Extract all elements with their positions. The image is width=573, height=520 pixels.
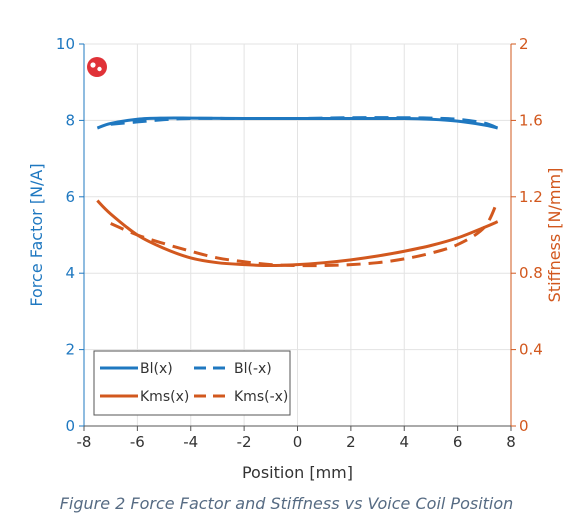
figure-caption: Figure 2 Force Factor and Stiffness vs V… [59, 494, 514, 513]
x-axis-label: Position [mm] [242, 463, 353, 482]
legend-label-3: Kms(-x) [234, 389, 288, 405]
y-axis-right-label: Stiffness [N/mm] [545, 168, 564, 303]
y-right-tick-label: 1.2 [519, 188, 543, 206]
x-tick-label: -6 [130, 433, 145, 451]
x-tick-label: 8 [506, 433, 516, 451]
y-left-tick-label: 8 [65, 111, 75, 129]
red-circle-logo-icon [86, 56, 108, 82]
y-left-tick-label: 6 [65, 188, 75, 206]
x-tick-label: -2 [237, 433, 252, 451]
y-left-tick-label: 4 [65, 264, 75, 282]
legend-box [93, 350, 291, 416]
legend-label-0: Bl(x) [140, 361, 173, 377]
x-tick-label: 6 [453, 433, 463, 451]
y-right-tick-label: 2 [519, 35, 529, 53]
series-line-1 [110, 116, 499, 130]
y-left-tick-label: 10 [56, 35, 75, 53]
x-tick-label: -8 [77, 433, 92, 451]
y-right-tick-label: 0 [519, 417, 529, 435]
x-tick-label: 2 [346, 433, 356, 451]
y-left-tick-label: 0 [65, 417, 75, 435]
x-tick-label: -4 [183, 433, 198, 451]
series-line-3 [110, 199, 500, 268]
y-right-tick-label: 1.6 [519, 111, 543, 129]
x-tick-label: 0 [293, 433, 303, 451]
legend-label-1: Bl(-x) [234, 361, 272, 377]
y-left-tick-label: 2 [65, 341, 75, 359]
series-line-2 [96, 199, 499, 268]
y-right-tick-label: 0.4 [519, 341, 543, 359]
legend-label-2: Kms(x) [140, 389, 189, 405]
y-axis-left-label: Force Factor [N/A] [27, 163, 46, 306]
x-tick-label: 4 [399, 433, 409, 451]
y-right-tick-label: 0.8 [519, 264, 543, 282]
